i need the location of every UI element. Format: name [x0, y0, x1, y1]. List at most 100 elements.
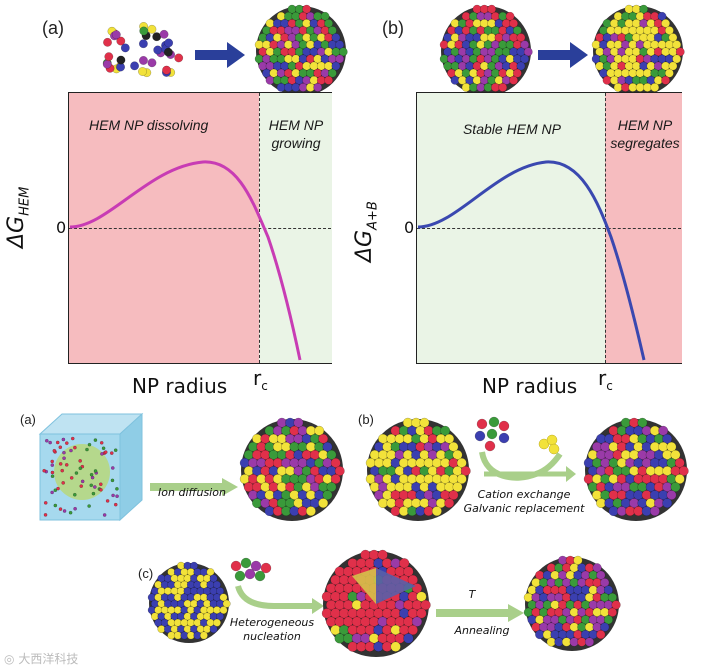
atom-ball	[60, 468, 65, 473]
atom-ball	[64, 462, 69, 467]
atom-ball	[111, 30, 121, 40]
hem-nanoparticle-sphere-bottom-c	[523, 555, 621, 651]
atom-ball	[314, 425, 325, 436]
atom-ball	[407, 624, 418, 636]
curved-green-arrow-icon-b	[479, 451, 576, 482]
atom-ball	[104, 52, 114, 62]
atom-ball	[73, 445, 77, 450]
hem-nanoparticle-sphere-bottom-b-result	[583, 417, 689, 521]
atom-ball	[79, 484, 84, 489]
atom-ball	[72, 492, 77, 497]
graph-a-x-label: NP radius	[132, 374, 228, 398]
atom-ball	[334, 465, 345, 476]
atom-ball	[52, 448, 57, 453]
yellow-ion-cluster-icon-b	[538, 434, 560, 455]
atom-ball	[411, 616, 423, 627]
atom-ball	[174, 53, 184, 63]
atom-ball	[100, 452, 104, 456]
graph-b-zero-dashed-line	[417, 228, 681, 229]
atom-ball	[89, 483, 94, 488]
atom-ball	[512, 68, 522, 78]
atom-ball	[120, 43, 130, 53]
atom-ball	[335, 54, 345, 64]
atom-ball	[69, 448, 73, 453]
graph-a-right-region-label-1: HEM NP	[268, 117, 324, 133]
atom-ball	[674, 474, 685, 484]
atom-ball	[674, 457, 685, 468]
atom-ball	[516, 61, 526, 71]
atom-ball	[91, 491, 96, 496]
atom-ball	[516, 33, 526, 43]
atom-ball	[505, 11, 515, 21]
atom-ball	[50, 490, 54, 495]
atom-ball	[448, 441, 459, 452]
atom-ball	[678, 465, 689, 476]
atom-ball	[93, 469, 98, 473]
graph-b-right-region-label-1: HEM NP	[617, 117, 673, 133]
atom-ball	[512, 26, 522, 35]
atom-ball	[488, 416, 500, 428]
graph-b-x-label: NP radius	[482, 374, 578, 398]
atom-ball	[523, 47, 533, 57]
atom-ball	[498, 432, 510, 444]
atom-ball	[573, 555, 583, 565]
hem-nanoparticle-sphere-bottom-a	[239, 417, 345, 521]
atom-ball	[99, 487, 103, 492]
atom-ball	[206, 568, 215, 577]
atom-ball	[331, 33, 341, 43]
atom-ball	[61, 481, 66, 485]
atom-ball	[98, 482, 103, 487]
atom-ball	[80, 479, 85, 484]
graph-b-zero-label: 0	[404, 218, 415, 237]
graph-a-curve	[69, 160, 302, 361]
atom-ball	[670, 449, 681, 460]
atom-ball	[335, 40, 345, 50]
solution-cube-icon	[38, 412, 144, 522]
bottom-c-label: (c)	[138, 566, 154, 581]
atom-ball	[212, 580, 221, 589]
atom-ball	[603, 585, 614, 595]
right-arrow-icon-a	[195, 42, 245, 68]
atom-ball	[662, 498, 673, 509]
atom-ball	[476, 418, 488, 430]
atom-ball	[103, 450, 108, 455]
atom-ball	[89, 472, 94, 477]
atom-ball	[452, 449, 463, 460]
graph-a-rc-label: rc	[253, 366, 268, 393]
atom-ball	[637, 417, 648, 428]
atom-ball	[116, 36, 126, 46]
atom-ball	[162, 65, 172, 75]
atom-ball	[90, 475, 95, 480]
atom-ball	[50, 470, 55, 475]
atom-ball	[159, 29, 169, 39]
atom-ball	[403, 566, 414, 577]
atom-ball	[377, 549, 388, 561]
green-arrow-icon-a	[150, 478, 238, 496]
atom-ball	[486, 428, 498, 440]
atom-ball	[110, 478, 115, 483]
graph-b-box: Stable HEM NP HEM NP segregates	[416, 92, 682, 364]
atom-ball	[666, 490, 677, 501]
atom-ball	[666, 441, 677, 452]
atom-ball	[50, 459, 55, 464]
atom-ball	[50, 463, 55, 467]
atom-ball	[474, 430, 486, 442]
atom-ball	[199, 631, 208, 640]
atom-ball	[111, 493, 115, 498]
atom-ball	[318, 433, 329, 444]
segregated-nanoparticle-sphere-b	[591, 4, 685, 96]
atom-ball	[163, 47, 173, 57]
ion-cluster-icon-b	[474, 416, 510, 452]
bottom-c-step1-label-1: Heterogeneous	[229, 616, 315, 629]
atom-ball	[48, 440, 53, 445]
watermark-logo: ◎ 大西洋科技	[4, 652, 79, 666]
atom-ball	[313, 82, 323, 92]
atom-ball	[318, 498, 329, 509]
atom-ball	[672, 54, 682, 64]
atom-ball	[650, 82, 660, 92]
atom-ball	[661, 75, 671, 85]
atom-ball	[324, 75, 334, 85]
atom-ball	[102, 59, 112, 69]
atom-ball	[55, 440, 60, 445]
atom-ball	[607, 592, 617, 603]
